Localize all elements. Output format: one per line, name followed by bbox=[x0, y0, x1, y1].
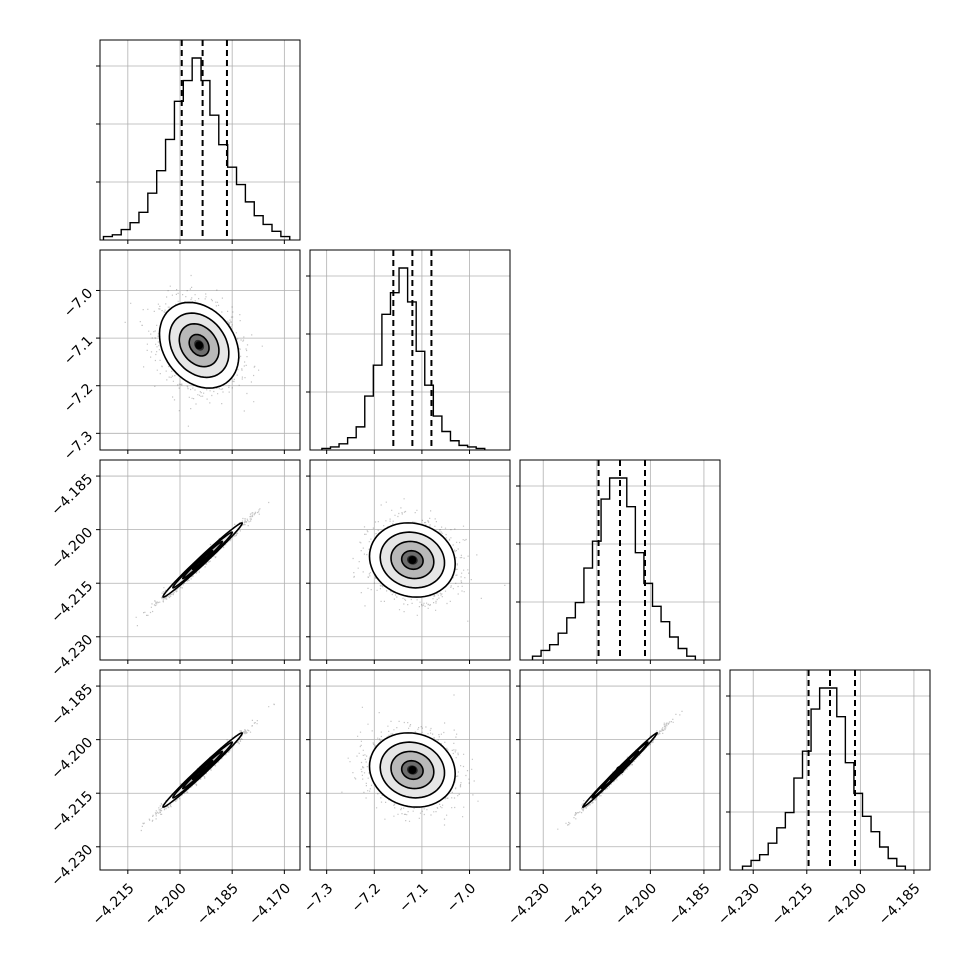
panel-3-2 bbox=[516, 669, 721, 874]
peak-marker bbox=[198, 766, 207, 774]
panel-3-1 bbox=[306, 669, 511, 874]
contour-line bbox=[379, 741, 446, 799]
x-tick-label: −4.185 bbox=[194, 880, 242, 928]
panel-frame bbox=[99, 459, 301, 661]
panel-1-0 bbox=[96, 249, 301, 454]
contour-line bbox=[162, 522, 243, 598]
panel-content bbox=[557, 710, 683, 830]
panel-2-2 bbox=[516, 459, 721, 664]
contour-line bbox=[400, 549, 424, 571]
panel-frame bbox=[99, 39, 301, 241]
contour-line bbox=[188, 333, 210, 357]
contour-line bbox=[368, 732, 457, 808]
contour-line bbox=[172, 741, 234, 799]
panel-content bbox=[352, 498, 506, 622]
x-tick-label: −4.215 bbox=[769, 880, 817, 928]
x-tick-label: −7.1 bbox=[396, 880, 431, 915]
contour-line bbox=[182, 540, 224, 580]
peak-marker bbox=[195, 341, 204, 350]
panel-frame bbox=[519, 669, 721, 871]
panel-1-1 bbox=[306, 249, 511, 454]
y-tick-label: −7.1 bbox=[61, 333, 96, 368]
panel-content bbox=[140, 703, 275, 832]
peak-marker bbox=[616, 766, 624, 774]
panel-frame bbox=[519, 459, 721, 661]
x-tick-label: −4.185 bbox=[876, 880, 924, 928]
contour-line bbox=[191, 759, 214, 781]
x-tick-label: −4.230 bbox=[715, 880, 763, 928]
panel-content bbox=[135, 501, 270, 627]
x-tick-label: −7.2 bbox=[349, 880, 384, 915]
contour-line bbox=[172, 531, 234, 589]
contour-line bbox=[182, 750, 224, 790]
x-tick-label: −4.215 bbox=[559, 880, 607, 928]
x-tick-label: −7.3 bbox=[301, 880, 336, 915]
histogram-step bbox=[531, 477, 697, 660]
panel-frame bbox=[309, 249, 511, 451]
contour-line bbox=[162, 732, 243, 808]
y-tick-label: −4.230 bbox=[48, 842, 96, 890]
y-tick-label: −4.185 bbox=[48, 681, 96, 729]
y-tick-label: −7.2 bbox=[61, 381, 96, 416]
contour-line bbox=[582, 732, 658, 808]
contour-line bbox=[379, 531, 446, 589]
x-tick-label: −4.200 bbox=[822, 880, 870, 928]
panel-3-0 bbox=[96, 669, 301, 874]
y-tick-label: −4.230 bbox=[48, 632, 96, 680]
y-tick-label: −4.185 bbox=[48, 471, 96, 519]
x-tick-label: −4.200 bbox=[142, 880, 190, 928]
contour-line bbox=[390, 750, 435, 790]
panel-2-0 bbox=[96, 459, 301, 664]
x-tick-label: −4.200 bbox=[612, 880, 660, 928]
contour-line bbox=[368, 522, 457, 598]
y-tick-label: −4.200 bbox=[48, 735, 96, 783]
panel-content bbox=[341, 694, 479, 826]
panel-frame bbox=[729, 669, 931, 871]
y-tick-label: −7.0 bbox=[61, 285, 96, 320]
contour-line bbox=[168, 312, 230, 379]
panel-frame bbox=[309, 459, 511, 661]
y-tick-label: −7.3 bbox=[61, 428, 96, 463]
contour-line bbox=[158, 301, 240, 389]
panel-frame bbox=[99, 669, 301, 871]
contour-line bbox=[400, 759, 424, 781]
peak-marker bbox=[198, 556, 207, 564]
x-tick-label: −4.215 bbox=[90, 880, 138, 928]
histogram-step bbox=[102, 57, 291, 240]
panel-3-3 bbox=[726, 669, 931, 874]
panel-content bbox=[124, 274, 263, 427]
contour-line bbox=[191, 549, 214, 571]
panel-frame bbox=[99, 249, 301, 451]
contour-line bbox=[178, 322, 220, 368]
panel-2-1 bbox=[306, 459, 511, 664]
y-tick-label: −4.215 bbox=[48, 578, 96, 626]
x-tick-label: −4.230 bbox=[505, 880, 553, 928]
contour-line bbox=[390, 540, 435, 580]
panel-frame bbox=[309, 669, 511, 871]
peak-marker bbox=[408, 556, 417, 564]
y-tick-label: −4.215 bbox=[48, 788, 96, 836]
x-tick-label: −7.0 bbox=[444, 880, 479, 915]
peak-marker bbox=[408, 766, 417, 774]
y-tick-label: −4.200 bbox=[48, 525, 96, 573]
x-tick-label: −4.170 bbox=[246, 880, 294, 928]
histogram-step bbox=[321, 267, 486, 450]
histogram-step bbox=[741, 687, 907, 870]
x-tick-label: −4.185 bbox=[666, 880, 714, 928]
panel-0-0 bbox=[96, 39, 301, 244]
